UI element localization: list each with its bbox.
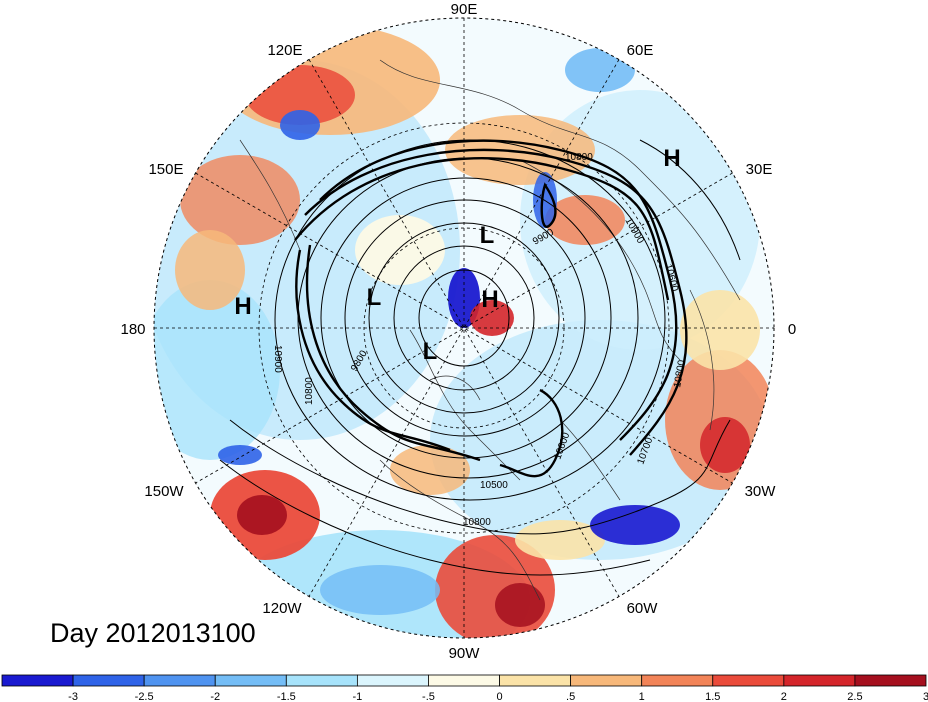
pressure-markers: H H H L L L (234, 145, 680, 365)
map-title: Day 2012013100 (50, 618, 256, 648)
colorbar-swatch (356, 674, 429, 687)
colorbar-swatch (143, 674, 216, 687)
lon-0: 0 (788, 321, 796, 338)
colorbar-labels: -3 -2.5 -2 -1.5 -1 -.5 0 .5 1 1.5 2 2.5 3 (68, 691, 928, 702)
lon-90e: 90E (451, 1, 478, 18)
colorbar-label: 2.5 (847, 691, 862, 702)
colorbar-label: 3 (923, 691, 928, 702)
low-marker-siberia: L (480, 222, 495, 249)
contour-label: 10500 (480, 480, 508, 491)
contour-label: 10800 (672, 359, 688, 389)
colorbar-swatches (1, 674, 927, 687)
lon-150e: 150E (148, 161, 183, 178)
lon-120w: 120W (262, 600, 302, 617)
colorbar-label: 0 (496, 691, 502, 702)
low-marker-beaufort: L (367, 284, 382, 311)
anomaly-shading (154, 18, 774, 638)
contour-label: 10800 (304, 377, 315, 405)
contour-label: 10800 (463, 517, 491, 528)
colorbar-swatch (1, 674, 74, 687)
colorbar-label: -2 (210, 691, 220, 702)
lon-60w: 60W (627, 600, 659, 617)
high-marker-europe: H (663, 145, 680, 172)
colorbar-label: -1.5 (277, 691, 296, 702)
lon-180: 180 (120, 321, 145, 338)
height-contours (219, 139, 741, 576)
colorbar: -3 -2.5 -2 -1.5 -1 -.5 0 .5 1 1.5 2 2.5 3 (1, 674, 928, 702)
lon-90w: 90W (449, 645, 481, 662)
high-marker-pole: H (481, 286, 498, 313)
colorbar-swatch (499, 674, 572, 687)
longitude-labels: 90E 60E 30E 0 30W 60W 90W 120W 150W 180 … (120, 1, 796, 662)
lon-120e: 120E (267, 42, 302, 59)
colorbar-swatch (428, 674, 500, 687)
colorbar-swatch (570, 674, 643, 687)
coastlines (239, 59, 741, 601)
colorbar-swatch (285, 674, 358, 687)
colorbar-label: -3 (68, 691, 78, 702)
contour-label: 10900 (272, 345, 283, 373)
low-marker-canada: L (423, 338, 438, 365)
colorbar-label: -1 (352, 691, 362, 702)
lon-30e: 30E (746, 161, 773, 178)
colorbar-swatch (712, 674, 785, 687)
colorbar-swatch (641, 674, 714, 687)
colorbar-label: 1 (639, 691, 645, 702)
colorbar-swatch (72, 674, 145, 687)
colorbar-label: 2 (781, 691, 787, 702)
graticule (154, 18, 774, 638)
polar-stereographic-map: 10800 10900 10600 9800 10900 9900 10800 … (120, 1, 796, 662)
colorbar-swatch (783, 674, 856, 687)
colorbar-label: -.5 (422, 691, 435, 702)
lon-60e: 60E (627, 42, 654, 59)
high-marker-pacific: H (234, 293, 251, 320)
colorbar-swatch (854, 674, 927, 687)
map-border (153, 17, 775, 639)
colorbar-label: .5 (566, 691, 575, 702)
colorbar-label: 1.5 (705, 691, 720, 702)
colorbar-swatch (214, 674, 287, 687)
lon-30w: 30W (745, 483, 777, 500)
lon-150w: 150W (144, 483, 184, 500)
contour-label: 10800 (565, 152, 593, 163)
colorbar-label: -2.5 (135, 691, 154, 702)
